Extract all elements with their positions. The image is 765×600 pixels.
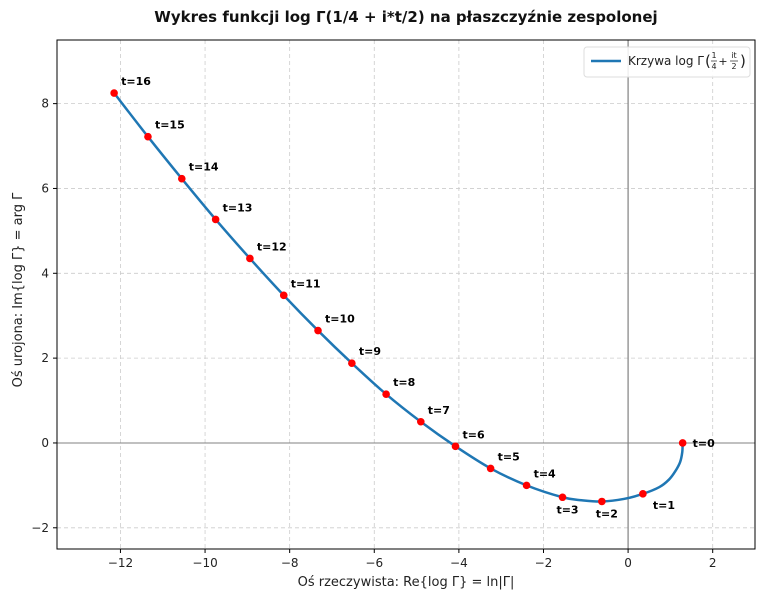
data-point-t14 xyxy=(177,174,186,183)
data-point-t6 xyxy=(451,442,460,451)
data-point-t5 xyxy=(486,464,495,473)
curve-layer xyxy=(113,92,684,503)
y-tick-label: 0 xyxy=(41,436,49,450)
data-point-t7 xyxy=(417,417,425,426)
x-tick-label: −6 xyxy=(365,556,383,570)
x-axis-ticks: −12 −10 −8 −6 −4 −2 0 2 xyxy=(108,549,717,570)
x-tick-label: −12 xyxy=(108,556,133,570)
data-point-t10 xyxy=(314,326,322,335)
grid-lines xyxy=(57,40,755,549)
point-label-t5: t=5 xyxy=(498,450,520,463)
chart-title: Wykres funkcji log Γ(1/4 + i*t/2) na pła… xyxy=(154,8,657,26)
point-label-t16: t=16 xyxy=(121,75,151,88)
x-tick-label: −8 xyxy=(281,556,299,570)
data-point-t3 xyxy=(558,493,567,502)
legend-frac2-den: 2 xyxy=(731,62,736,71)
point-label-t0: t=0 xyxy=(693,437,715,450)
legend-frac1-den: 4 xyxy=(711,62,716,71)
point-label-t14: t=14 xyxy=(189,161,219,174)
data-point-t16 xyxy=(110,89,118,97)
point-label-t9: t=9 xyxy=(359,345,381,358)
legend-box xyxy=(583,46,751,78)
point-label-t3: t=3 xyxy=(556,503,578,516)
y-tick-label: 4 xyxy=(41,266,49,280)
data-point-t8 xyxy=(382,390,390,398)
legend: Krzywa log Γ ( 1 4 + it 2 ) xyxy=(583,46,751,78)
point-label-t7: t=7 xyxy=(428,404,450,417)
data-point-t2 xyxy=(598,497,606,506)
point-label-t8: t=8 xyxy=(393,376,415,389)
data-point-t1 xyxy=(639,490,647,498)
point-label-t12: t=12 xyxy=(257,240,287,253)
data-point-t11 xyxy=(279,291,288,300)
y-tick-label: −2 xyxy=(31,521,49,535)
legend-paren-open: ( xyxy=(705,52,711,70)
y-tick-label: 2 xyxy=(41,351,49,365)
data-point-t12 xyxy=(246,254,254,263)
series-curve xyxy=(113,92,684,503)
y-axis-label: Oś urojona: Im{log Γ} = arg Γ xyxy=(11,192,26,388)
point-label-t4: t=4 xyxy=(534,467,556,480)
y-axis-ticks: −2 0 2 4 6 8 xyxy=(31,97,57,535)
data-point-t13 xyxy=(211,215,220,224)
point-label-t11: t=11 xyxy=(291,277,321,290)
point-label-t2: t=2 xyxy=(596,507,618,520)
legend-frac2-num: it xyxy=(731,51,736,60)
point-label-t10: t=10 xyxy=(325,313,355,326)
point-label-t13: t=13 xyxy=(223,201,253,214)
point-label-t6: t=6 xyxy=(462,428,484,441)
legend-main-text: Krzywa log Γ xyxy=(628,54,704,68)
legend-frac1-num: 1 xyxy=(711,51,716,60)
data-point-t0 xyxy=(678,439,687,447)
x-tick-label: 2 xyxy=(709,556,717,570)
point-labels-layer: t=0 t=1 t=2 t=3 t=4 t=5 t=6 t=7 t=8 t=9 t=10 t=11 t=… xyxy=(121,75,715,520)
point-label-t15: t=15 xyxy=(155,119,185,132)
legend-paren-close: ) xyxy=(740,52,746,70)
point-label-t1: t=1 xyxy=(653,499,675,512)
legend-plus: + xyxy=(718,55,727,68)
data-point-t15 xyxy=(144,132,152,141)
x-tick-label: 0 xyxy=(624,556,632,570)
x-tick-label: −10 xyxy=(192,556,217,570)
x-axis-label: Oś rzeczywista: Re{log Γ} = ln|Γ| xyxy=(298,575,515,590)
points-layer xyxy=(110,89,687,506)
x-tick-label: −4 xyxy=(450,556,468,570)
y-tick-label: 6 xyxy=(41,181,49,195)
y-tick-label: 8 xyxy=(41,97,49,111)
data-point-t9 xyxy=(348,359,356,368)
plot-frame xyxy=(56,39,756,550)
reference-lines xyxy=(57,40,755,549)
data-point-t4 xyxy=(522,481,531,490)
x-tick-label: −2 xyxy=(535,556,553,570)
